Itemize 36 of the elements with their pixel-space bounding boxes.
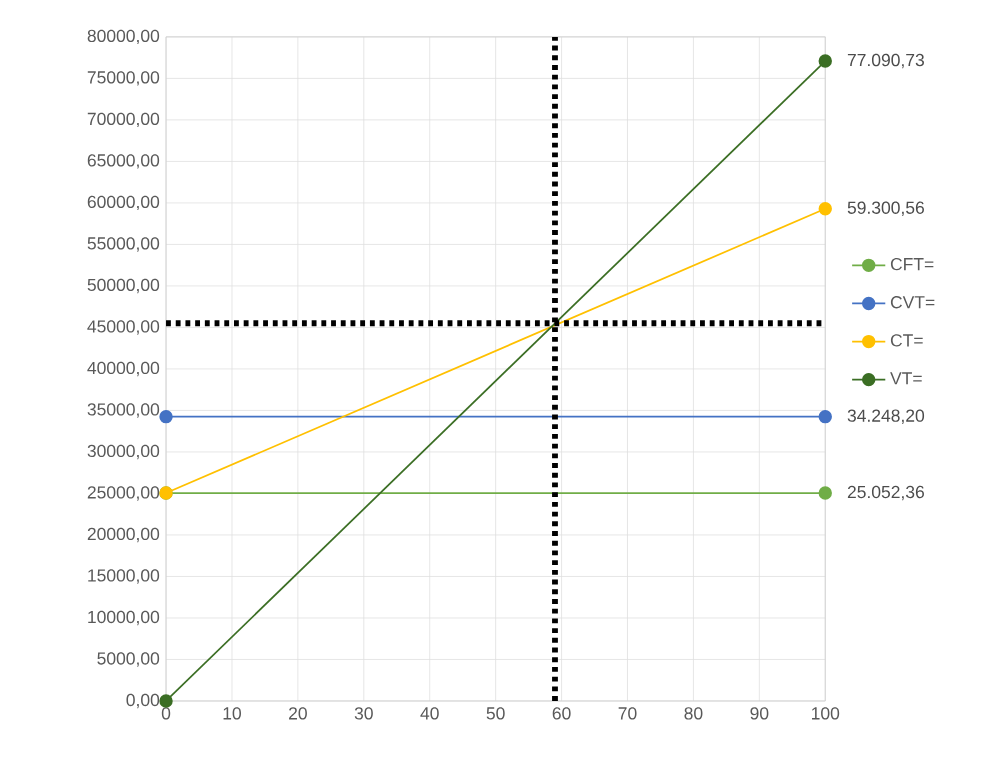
y-tick-label: 35000,00 [87,403,160,418]
data-label: 77.090,73 [847,53,924,69]
y-tick-label: 25000,00 [87,486,160,501]
data-label: 59.300,56 [847,201,924,216]
y-tick-label: 30000,00 [87,444,160,460]
legend-label: CFT= [890,257,934,271]
x-tick-label: 10 [223,707,241,720]
y-tick-label: 50000,00 [87,278,160,293]
legend-label: CVT= [890,295,935,309]
data-label: 25.052,36 [847,485,924,501]
x-tick-label: 40 [420,707,439,720]
x-tick-label: 60 [552,707,571,720]
y-tick-label: 40000,00 [87,361,160,376]
x-tick-label: 50 [486,707,505,720]
y-tick-label: 5000,00 [97,652,160,667]
x-tick-label: 30 [354,707,373,720]
y-tick-label: 60000,00 [87,195,160,210]
x-tick-label: 90 [750,707,769,720]
y-tick-label: 80000,00 [87,29,160,44]
legend-label: VT= [890,372,922,385]
x-tick-label: 70 [618,707,637,720]
y-tick-label: 70000,00 [87,112,160,127]
legend-label: CT= [890,334,923,347]
y-tick-label: 45000,00 [87,320,160,335]
y-tick-label: 10000,00 [88,610,160,626]
x-tick-label: 0 [161,707,171,720]
data-label: 34.248,20 [847,409,925,424]
y-tick-label: 20000,00 [87,527,160,543]
x-tick-label: 100 [812,707,840,720]
x-tick-label: 20 [289,707,307,720]
x-tick-label: 80 [684,707,703,720]
y-tick-label: 0,00 [126,693,160,709]
y-tick-label: 65000,00 [87,154,160,169]
y-tick-label: 75000,00 [87,71,160,86]
y-tick-label: 15000,00 [88,569,160,584]
y-tick-label: 55000,00 [87,237,160,252]
